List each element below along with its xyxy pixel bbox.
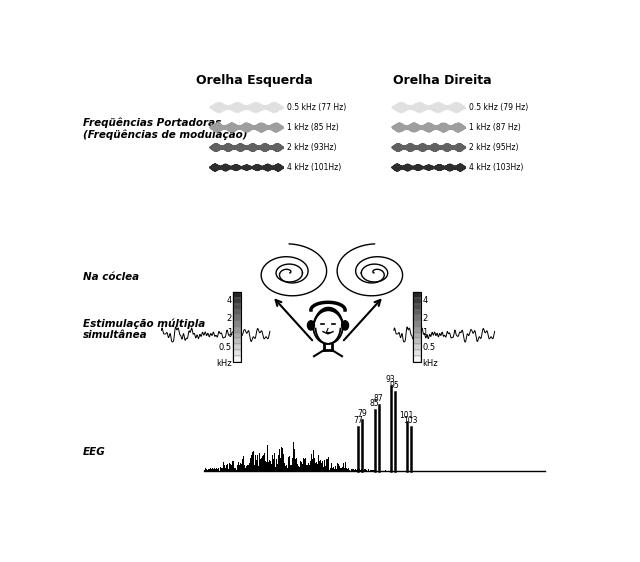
Bar: [234, 345, 241, 350]
Text: kHz: kHz: [216, 359, 232, 368]
Text: 77: 77: [353, 416, 364, 425]
Text: Na cóclea: Na cóclea: [83, 272, 140, 282]
Bar: [234, 338, 241, 345]
Text: 1 kHz (85 Hz): 1 kHz (85 Hz): [287, 123, 339, 132]
Ellipse shape: [307, 321, 314, 330]
Bar: [413, 304, 421, 310]
Text: Freqüências Portadoras
(Freqüências de modulação): Freqüências Portadoras (Freqüências de m…: [83, 117, 248, 140]
Bar: [234, 350, 241, 356]
Text: 87: 87: [374, 394, 383, 403]
Bar: [234, 356, 241, 361]
Text: 2: 2: [227, 314, 232, 323]
Bar: [413, 298, 421, 304]
Bar: [413, 310, 421, 315]
Text: 4: 4: [227, 296, 232, 305]
Text: 0.5 kHz (79 Hz): 0.5 kHz (79 Hz): [469, 103, 528, 112]
Bar: [234, 304, 241, 310]
Text: 2 kHz (95Hz): 2 kHz (95Hz): [469, 143, 518, 152]
Bar: [413, 321, 421, 327]
Text: Orelha Esquerda: Orelha Esquerda: [196, 74, 313, 87]
Bar: [234, 292, 241, 298]
Bar: [234, 292, 241, 361]
Text: 93: 93: [386, 375, 396, 384]
Text: 85: 85: [370, 399, 380, 408]
Text: 2: 2: [422, 314, 428, 323]
Bar: [413, 356, 421, 361]
Bar: [234, 333, 241, 338]
Bar: [234, 315, 241, 321]
Text: 103: 103: [403, 416, 418, 425]
Text: 0.5: 0.5: [219, 343, 232, 352]
Text: Orelha Direita: Orelha Direita: [394, 74, 492, 87]
Text: EEG: EEG: [83, 447, 106, 457]
Text: 1: 1: [227, 328, 232, 337]
Bar: [413, 292, 421, 298]
Text: 1 kHz (87 Hz): 1 kHz (87 Hz): [469, 123, 521, 132]
Text: 0.5 kHz (77 Hz): 0.5 kHz (77 Hz): [287, 103, 346, 112]
Bar: [413, 345, 421, 350]
Text: 95: 95: [390, 382, 399, 391]
Text: 101: 101: [399, 411, 414, 420]
Bar: [234, 298, 241, 304]
Bar: [234, 327, 241, 333]
Text: 4 kHz (103Hz): 4 kHz (103Hz): [469, 163, 524, 172]
Text: 4: 4: [422, 296, 428, 305]
Ellipse shape: [342, 321, 349, 330]
Bar: [413, 333, 421, 338]
Bar: [413, 338, 421, 345]
Bar: [234, 310, 241, 315]
Bar: [413, 350, 421, 356]
Text: 0.5: 0.5: [422, 343, 436, 352]
Ellipse shape: [313, 310, 343, 344]
Text: kHz: kHz: [422, 359, 438, 368]
Bar: [413, 292, 421, 361]
Text: Estimulação múltipla
simultânea: Estimulação múltipla simultânea: [83, 318, 205, 340]
Text: 1: 1: [422, 328, 428, 337]
Text: 4 kHz (101Hz): 4 kHz (101Hz): [287, 163, 341, 172]
Bar: [234, 321, 241, 327]
Text: 79: 79: [358, 410, 367, 419]
Bar: [413, 315, 421, 321]
Text: 2 kHz (93Hz): 2 kHz (93Hz): [287, 143, 337, 152]
Bar: [413, 327, 421, 333]
